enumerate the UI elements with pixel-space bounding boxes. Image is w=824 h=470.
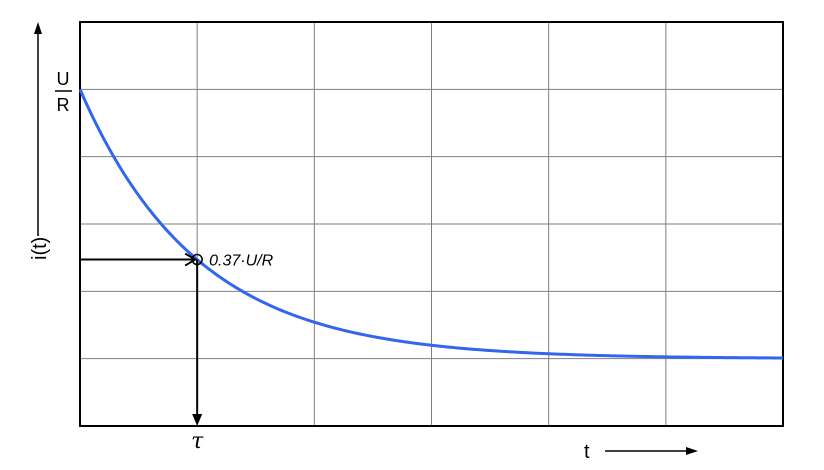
- tau-vertical-arrow-head: [192, 414, 203, 426]
- y-max-label-u: U: [57, 69, 70, 89]
- y-axis-label: i(t): [29, 237, 51, 260]
- y-axis-arrow-head: [34, 22, 42, 34]
- x-axis-arrow-head: [686, 447, 698, 455]
- x-axis-label: t: [584, 441, 590, 463]
- tau-point-marker: [191, 253, 203, 266]
- y-max-label-r: R: [57, 95, 70, 115]
- plot-frame: [79, 21, 784, 427]
- tau-horizontal-arrow-head: [184, 252, 198, 267]
- tau-label: τ: [191, 429, 204, 454]
- annotation-label: 0.37·U/R: [209, 253, 273, 270]
- grid: [80, 22, 783, 426]
